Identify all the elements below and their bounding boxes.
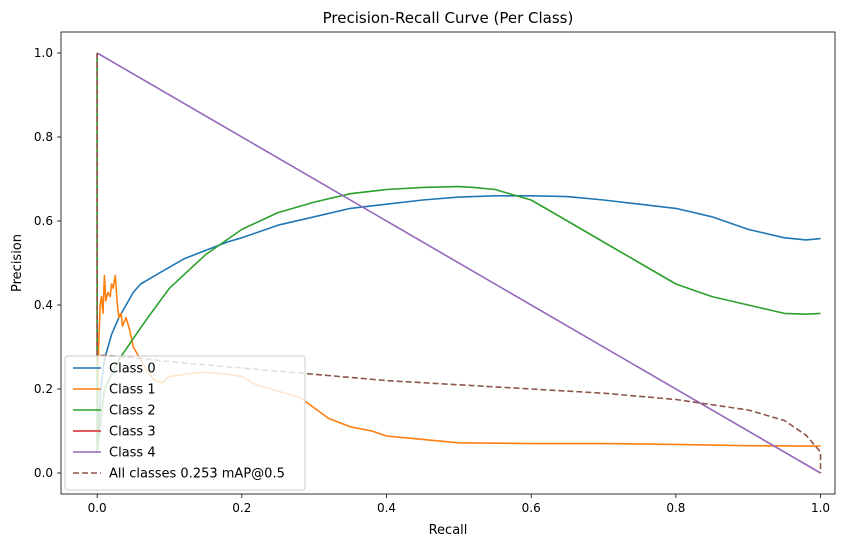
series-line-class-4 [96, 52, 821, 474]
x-tick-label: 0.8 [666, 501, 685, 515]
x-tick-label: 0.2 [232, 501, 251, 515]
legend-entry-label: Class 1 [109, 383, 156, 398]
chart-title: Precision-Recall Curve (Per Class) [323, 9, 574, 27]
y-tick-label: 0.0 [34, 466, 53, 480]
y-tick-label: 1.0 [34, 46, 53, 60]
legend-entry-label: Class 3 [109, 425, 156, 440]
x-axis-label: Recall [429, 523, 468, 538]
x-tick-label: 0.6 [522, 501, 541, 515]
y-tick-label: 0.6 [34, 214, 53, 228]
x-axis-ticks: 0.0 0.2 0.4 0.6 0.8 1.0 [88, 494, 830, 515]
legend-entry-label: Class 0 [109, 362, 156, 377]
x-tick-label: 0.4 [377, 501, 396, 515]
legend: Class 0 Class 1 Class 2 Class 3 Class 4 All c… [64, 355, 306, 491]
series-line-class-2 [96, 53, 821, 453]
x-tick-label: 0.0 [88, 501, 107, 515]
y-tick-label: 0.8 [34, 130, 53, 144]
legend-entry-label: Class 4 [109, 446, 156, 461]
y-tick-label: 0.4 [34, 298, 53, 312]
plot-frame [60, 31, 836, 495]
legend-box [64, 355, 306, 491]
legend-entry-label: Class 2 [109, 404, 156, 419]
y-axis-ticks: 0.0 0.2 0.4 0.6 0.8 1.0 [34, 46, 61, 480]
y-axis-label: Precision [10, 234, 25, 292]
legend-entry-label: All classes 0.253 mAP@0.5 [109, 467, 285, 482]
y-tick-label: 0.2 [34, 382, 53, 396]
x-tick-label: 1.0 [811, 501, 830, 515]
